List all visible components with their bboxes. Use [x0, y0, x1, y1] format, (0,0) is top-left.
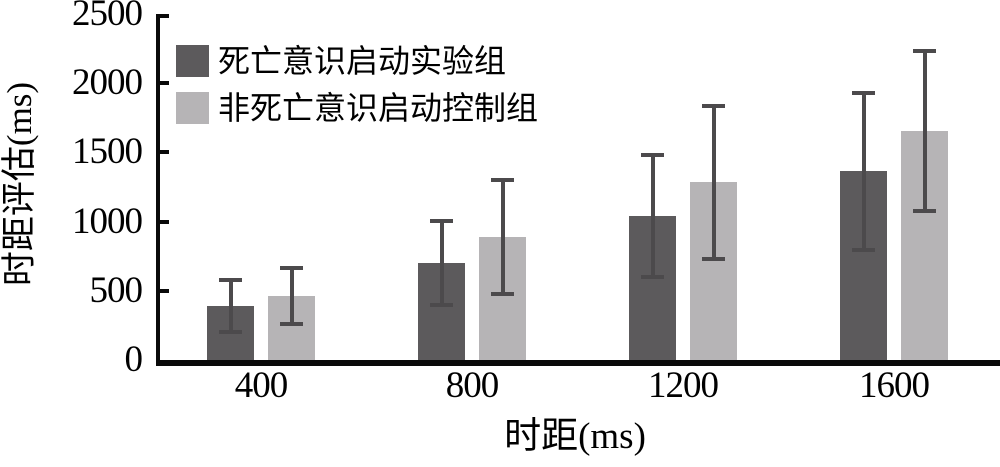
- y-tick-label-2000: 2000: [72, 61, 143, 103]
- legend-swatch-experimental: [176, 45, 209, 77]
- y-tick-label-1500: 1500: [72, 131, 143, 173]
- y-axis-title-text: 时距评估(ms): [0, 81, 39, 287]
- y-tick-mark-1000: [160, 219, 169, 224]
- legend-swatch-control: [176, 92, 209, 124]
- errorbar-control-800-line: [500, 178, 505, 295]
- errorbar-control-400-cap-top: [280, 266, 303, 271]
- errorbar-experimental-1200-cap-top: [641, 152, 664, 157]
- legend-item-control: 非死亡意识启动控制组: [176, 91, 538, 125]
- errorbar-experimental-800-line: [439, 220, 444, 306]
- errorbar-experimental-800-cap-bottom: [430, 303, 453, 308]
- y-tick-label-0: 0: [124, 338, 144, 380]
- y-tick-mark-500: [160, 288, 169, 293]
- errorbar-control-1600-cap-top: [913, 48, 936, 53]
- errorbar-control-1600-line: [922, 49, 927, 212]
- errorbar-experimental-400-cap-top: [219, 278, 242, 283]
- errorbar-experimental-400-cap-bottom: [219, 330, 242, 334]
- y-tick-label-500: 500: [89, 269, 144, 311]
- y-tick-label-2500: 2500: [72, 0, 143, 34]
- errorbar-experimental-1200-cap-bottom: [641, 275, 664, 280]
- errorbar-control-800-cap-top: [491, 177, 514, 182]
- x-category-label-1600: 1600: [859, 365, 930, 406]
- errorbar-experimental-1600-cap-bottom: [852, 247, 875, 252]
- errorbar-control-400-cap-bottom: [280, 322, 303, 327]
- y-tick-label-1000: 1000: [72, 200, 143, 242]
- errorbar-control-1600-cap-bottom: [913, 208, 936, 213]
- legend-label-experimental: 死亡意识启动实验组: [218, 43, 507, 79]
- plot-area: [156, 14, 1000, 366]
- errorbar-experimental-400-line: [228, 279, 233, 333]
- y-tick-mark-2500: [160, 14, 169, 18]
- errorbar-experimental-1200-line: [650, 153, 655, 279]
- legend: 死亡意识启动实验组 非死亡意识启动控制组: [176, 44, 538, 125]
- errorbar-experimental-800-cap-top: [430, 219, 453, 224]
- legend-item-experimental: 死亡意识启动实验组: [176, 44, 538, 78]
- errorbar-control-1200-line: [711, 104, 716, 260]
- legend-label-control: 非死亡意识启动控制组: [218, 90, 539, 126]
- errorbar-experimental-1600-line: [861, 91, 866, 251]
- x-category-label-800: 800: [445, 365, 499, 406]
- errorbar-control-400-line: [289, 267, 294, 326]
- x-category-label-400: 400: [234, 365, 288, 406]
- y-tick-mark-2000: [160, 81, 169, 86]
- errorbar-experimental-1600-cap-top: [852, 90, 875, 95]
- errorbar-control-800-cap-bottom: [491, 291, 514, 296]
- errorbar-control-1200-cap-top: [702, 103, 725, 108]
- x-category-label-1200: 1200: [648, 365, 719, 406]
- errorbar-control-1200-cap-bottom: [702, 256, 725, 261]
- y-tick-mark-1500: [160, 150, 169, 155]
- x-axis-title: 时距(ms): [504, 416, 646, 457]
